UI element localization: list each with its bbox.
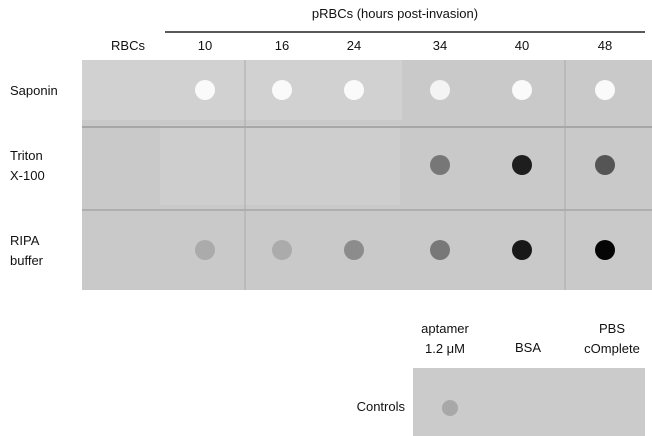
control-label: BSA: [515, 340, 541, 355]
control-label-line: BSA: [515, 340, 541, 355]
dot: [344, 240, 364, 260]
dot: [595, 240, 615, 260]
dot: [595, 155, 615, 175]
controls-label: Controls: [357, 399, 406, 414]
control-label-line: 1.2 μM: [425, 341, 465, 356]
column-label: 24: [347, 38, 361, 53]
membrane-patch: [160, 125, 400, 205]
column-label: 40: [515, 38, 529, 53]
dot: [430, 240, 450, 260]
dot: [512, 80, 532, 100]
dot: [512, 240, 532, 260]
dot: [272, 240, 292, 260]
dot: [195, 80, 215, 100]
dot: [344, 80, 364, 100]
row-label: Saponin: [10, 83, 58, 98]
dot: [430, 155, 450, 175]
dot: [430, 80, 450, 100]
column-label: 48: [598, 38, 612, 53]
control-label: PBS cOmplete: [584, 321, 640, 356]
column-label: 10: [198, 38, 212, 53]
header-title: pRBCs (hours post-invasion): [312, 6, 478, 21]
row-label-line: Saponin: [10, 83, 58, 98]
control-label-line: PBS: [599, 321, 625, 336]
dot: [512, 155, 532, 175]
control-label-line: cOmplete: [584, 341, 640, 356]
row-label-line: X-100: [10, 168, 45, 183]
control-label-line: aptamer: [421, 321, 469, 336]
dot: [595, 80, 615, 100]
column-label: 16: [275, 38, 289, 53]
row-label: RIPA buffer: [10, 233, 44, 268]
dot: [272, 80, 292, 100]
row-label: Triton X-100: [10, 148, 45, 183]
column-label: 34: [433, 38, 447, 53]
column-label: RBCs: [111, 38, 145, 53]
dot: [442, 400, 458, 416]
row-label-line: Triton: [10, 148, 43, 163]
control-label: aptamer 1.2 μM: [421, 321, 469, 356]
dot: [195, 240, 215, 260]
row-label-line: buffer: [10, 253, 44, 268]
row-label-line: RIPA: [10, 233, 40, 248]
